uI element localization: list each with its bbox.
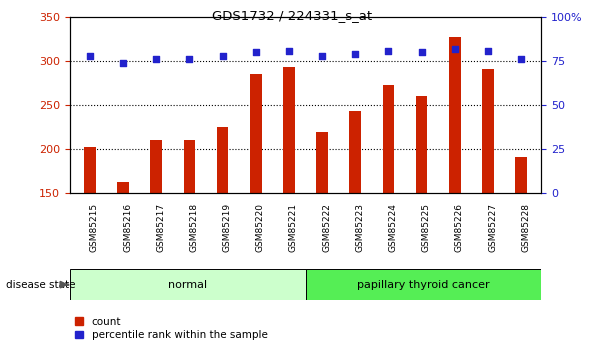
- Text: GSM85216: GSM85216: [123, 203, 132, 252]
- Text: disease state: disease state: [6, 280, 75, 289]
- Point: [118, 60, 128, 66]
- Text: GSM85225: GSM85225: [422, 203, 430, 252]
- Text: GSM85221: GSM85221: [289, 203, 298, 252]
- Point: [85, 53, 95, 59]
- Text: GSM85224: GSM85224: [389, 203, 398, 252]
- Bar: [250, 75, 261, 325]
- Text: GSM85220: GSM85220: [256, 203, 264, 252]
- Point: [516, 57, 526, 62]
- Text: GSM85228: GSM85228: [521, 203, 530, 252]
- Text: papillary thyroid cancer: papillary thyroid cancer: [357, 280, 489, 289]
- Text: normal: normal: [168, 280, 207, 289]
- Text: GSM85217: GSM85217: [156, 203, 165, 252]
- Text: GDS1732 / 224331_s_at: GDS1732 / 224331_s_at: [212, 9, 372, 22]
- Point: [151, 57, 161, 62]
- Point: [350, 51, 360, 57]
- Bar: [516, 157, 527, 325]
- Bar: [416, 96, 427, 325]
- Point: [483, 48, 493, 53]
- Point: [218, 53, 227, 59]
- Text: GSM85219: GSM85219: [223, 203, 232, 252]
- Text: GSM85223: GSM85223: [355, 203, 364, 252]
- Bar: [283, 67, 295, 325]
- Bar: [184, 140, 195, 325]
- Point: [317, 53, 327, 59]
- Bar: [70, 269, 305, 300]
- Point: [251, 50, 261, 55]
- Bar: [449, 38, 461, 325]
- Bar: [117, 182, 129, 325]
- Text: GSM85227: GSM85227: [488, 203, 497, 252]
- Bar: [350, 111, 361, 325]
- Text: GSM85218: GSM85218: [189, 203, 198, 252]
- Bar: [150, 139, 162, 325]
- Bar: [316, 131, 328, 325]
- Point: [384, 48, 393, 53]
- Bar: [217, 127, 229, 325]
- Text: GSM85222: GSM85222: [322, 203, 331, 252]
- Point: [284, 48, 294, 53]
- Bar: [382, 85, 394, 325]
- Point: [184, 57, 194, 62]
- Point: [450, 46, 460, 52]
- Text: GSM85215: GSM85215: [90, 203, 99, 252]
- Bar: [482, 69, 494, 325]
- Bar: [305, 269, 541, 300]
- Legend: count, percentile rank within the sample: count, percentile rank within the sample: [75, 317, 268, 340]
- Point: [417, 50, 427, 55]
- Text: GSM85226: GSM85226: [455, 203, 464, 252]
- Bar: [84, 147, 95, 325]
